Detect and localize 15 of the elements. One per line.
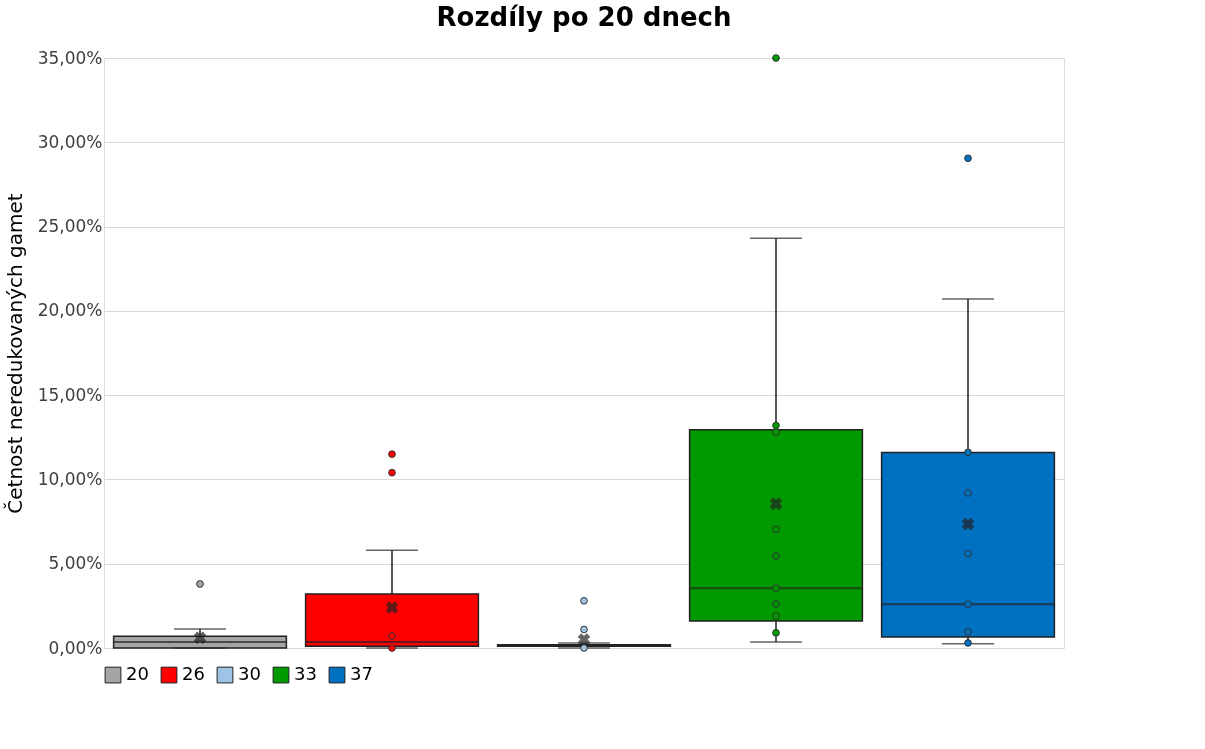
y-tick-label: 35,00% xyxy=(37,47,103,68)
y-axis-title: Četnost neredukovaných gamet xyxy=(2,193,27,514)
legend-label: 20 xyxy=(126,663,149,685)
y-tick-label: 30,00% xyxy=(37,131,103,152)
y-tick-label: 25,00% xyxy=(37,216,103,237)
chart-title: Rozdíly po 20 dnech xyxy=(436,2,732,32)
legend-label: 30 xyxy=(238,663,261,685)
legend-label: 37 xyxy=(350,663,373,685)
legend-label: 26 xyxy=(182,663,205,685)
y-tick-label: 15,00% xyxy=(37,384,103,405)
legend-label: 33 xyxy=(294,663,317,685)
y-tick-label: 10,00% xyxy=(37,468,103,489)
y-tick-label: 0,00% xyxy=(48,637,103,658)
y-tick-label: 20,00% xyxy=(37,300,103,321)
y-tick-label: 5,00% xyxy=(48,553,103,574)
